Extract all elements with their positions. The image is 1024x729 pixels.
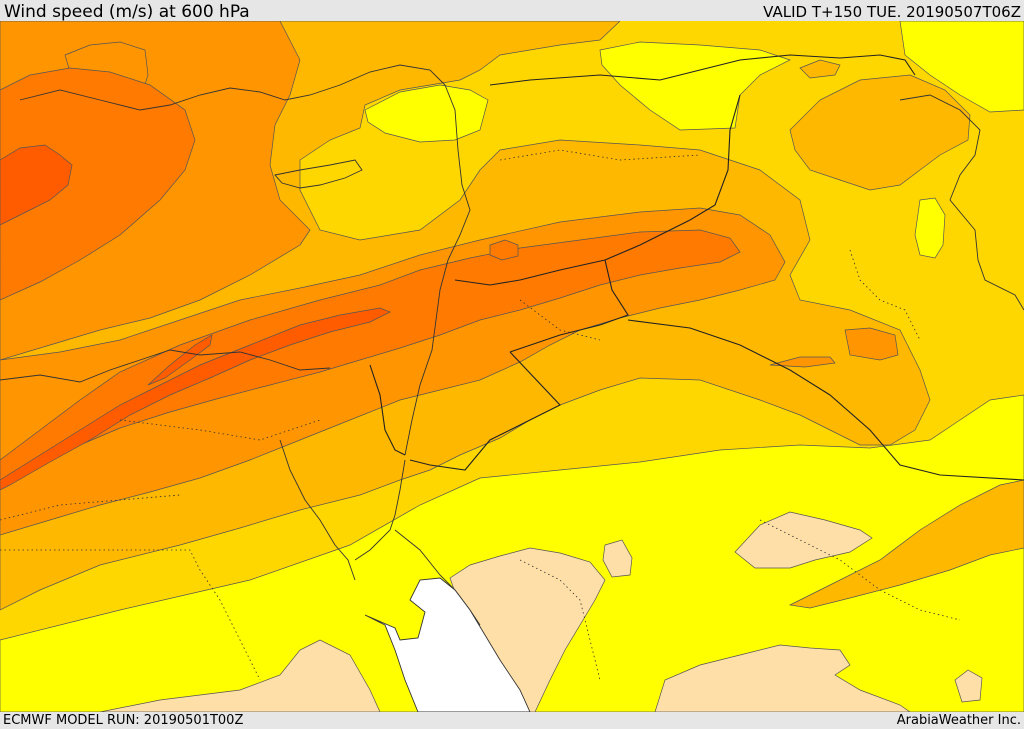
wind-speed-map[interactable]	[0, 21, 1024, 712]
band-gt35-northwest	[0, 144, 73, 226]
band-20-25-east	[789, 74, 971, 191]
band-gt35-jet	[0, 307, 391, 491]
band-30-35-main	[0, 229, 741, 486]
coastline-gulf	[899, 94, 1024, 311]
coastline-sinai-west	[279, 439, 356, 581]
model-run-label: ECMWF MODEL RUN: 20190501T00Z	[3, 713, 244, 728]
band-lt10-central-blob	[734, 511, 873, 569]
map-title: Wind speed (m/s) at 600 hPa	[4, 2, 250, 22]
border-syria-iraq	[489, 54, 916, 86]
map-header: Wind speed (m/s) at 600 hPa VALID T+150 …	[0, 0, 1024, 21]
band-25-30-east-streak	[769, 356, 836, 368]
valid-time: VALID T+150 TUE. 20190507T06Z	[763, 3, 1021, 21]
coastline-sinai-east	[354, 459, 406, 561]
band-20-25-east-small	[799, 59, 841, 79]
border-syria-iraq-diag	[604, 94, 741, 261]
border-iraq-saudi	[627, 319, 1024, 481]
band-lt10-east-spot	[954, 669, 983, 703]
band-lt10-south-east	[654, 644, 911, 712]
band-30-35	[0, 67, 196, 301]
internal-boundary-7	[0, 549, 261, 681]
border-jordan-iraq	[509, 259, 629, 353]
coastline-egypt	[0, 349, 331, 383]
band-10-15-small-lake	[914, 197, 946, 259]
red-sea-water	[364, 577, 531, 712]
band-30-35-spot	[489, 239, 519, 261]
band-gt35-jet-core	[147, 334, 213, 386]
border-jordan-saudi	[409, 351, 561, 471]
coastline-cyprus	[274, 159, 363, 189]
internal-boundary-6	[519, 559, 601, 681]
border-syria-jordan	[454, 259, 606, 286]
brand-label: ArabiaWeather Inc.	[896, 713, 1021, 728]
internal-boundary-5	[759, 519, 961, 621]
coastline-turkey	[19, 64, 446, 111]
band-10-15-north-east	[899, 21, 1024, 113]
band-10-15-north-central	[364, 84, 489, 143]
map-footer: ECMWF MODEL RUN: 20190501T00Z ArabiaWeat…	[0, 712, 1024, 729]
band-25-30-main	[0, 207, 786, 536]
coastline-levant	[404, 84, 471, 456]
border-sinai	[369, 364, 406, 456]
band-20-25-south-east	[788, 479, 1024, 609]
internal-boundary-8	[849, 249, 921, 341]
band-lt10-hijaz-spot	[602, 539, 633, 578]
band-lt10-sw	[99, 639, 381, 712]
internal-boundary-1	[499, 149, 701, 161]
band-25-30-east-lobe	[844, 327, 899, 361]
internal-boundary-2	[519, 299, 601, 341]
